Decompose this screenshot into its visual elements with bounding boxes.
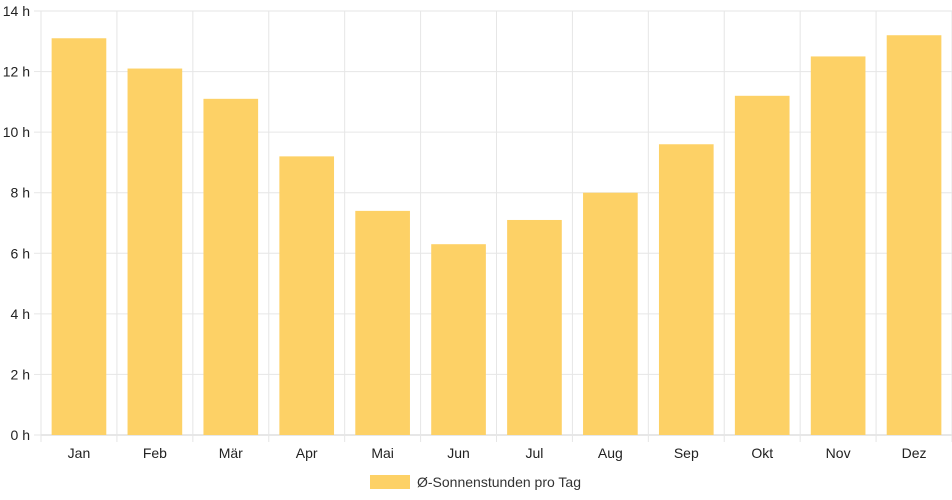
x-tick-label: Okt (751, 445, 773, 461)
x-tick-label: Sep (674, 445, 699, 461)
x-tick-label: Feb (143, 445, 167, 461)
y-tick-label: 12 h (3, 64, 30, 80)
y-tick-label: 8 h (11, 185, 30, 201)
x-tick-label: Aug (598, 445, 623, 461)
y-tick-label: 0 h (11, 427, 30, 443)
bar[interactable] (355, 210, 410, 435)
x-tick-label: Mai (371, 445, 394, 461)
bar[interactable] (51, 38, 107, 435)
legend-swatch[interactable] (370, 475, 410, 489)
x-tick-label: Jan (68, 445, 91, 461)
bar[interactable] (583, 192, 638, 435)
x-tick-label: Mär (219, 445, 243, 461)
legend-label[interactable]: Ø-Sonnenstunden pro Tag (417, 474, 581, 490)
y-tick-label: 4 h (11, 306, 30, 322)
x-tick-label: Jun (447, 445, 470, 461)
bar[interactable] (886, 35, 942, 435)
x-tick-label: Dez (902, 445, 927, 461)
legend[interactable]: Ø-Sonnenstunden pro Tag (370, 474, 581, 490)
y-tick-label: 6 h (11, 245, 30, 261)
bar[interactable] (658, 144, 714, 435)
bar[interactable] (279, 156, 335, 435)
bar[interactable] (127, 68, 183, 436)
x-tick-label: Nov (826, 445, 851, 461)
bar[interactable] (203, 98, 259, 435)
x-tick-label: Jul (526, 445, 544, 461)
chart-grid (40, 10, 952, 442)
bar[interactable] (507, 219, 562, 435)
bar[interactable] (810, 56, 866, 436)
y-tick-label: 2 h (11, 366, 30, 382)
y-axis: 0 h 2 h 4 h 6 h 8 h 10 h 12 h 14 h (3, 3, 41, 443)
y-tick-label: 14 h (3, 3, 30, 19)
bar-series (51, 35, 942, 436)
bar[interactable] (431, 244, 486, 435)
x-axis: Jan Feb Mär Apr Mai Jun Jul Aug Sep Okt Nov Dez (68, 445, 927, 461)
bar[interactable] (734, 95, 790, 436)
y-tick-label: 10 h (3, 124, 30, 140)
x-tick-label: Apr (296, 445, 318, 461)
